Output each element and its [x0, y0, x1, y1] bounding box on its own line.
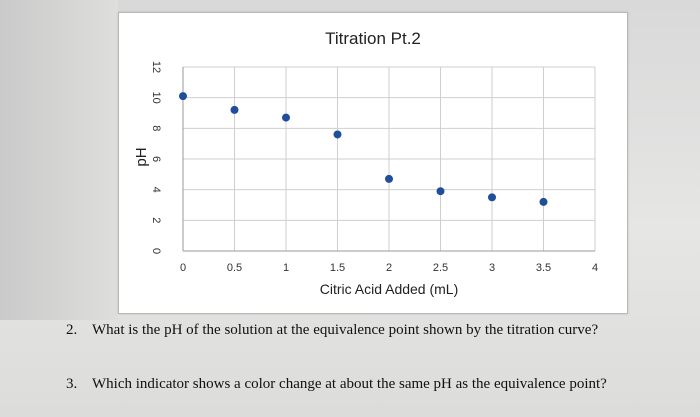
data-point-3 [333, 130, 342, 139]
x-tick-label-1: 0.5 [227, 262, 242, 274]
y-axis-title: pH [133, 147, 150, 167]
x-tick-label-5: 2.5 [433, 262, 448, 274]
y-tick-label-5: 10 [150, 92, 162, 104]
question-3: 3. Which indicator shows a color change a… [66, 376, 607, 393]
x-tick-label-0: 0 [180, 262, 186, 274]
paper-background [0, 0, 118, 320]
data-point-1 [230, 105, 239, 114]
y-tick-label-3: 6 [150, 156, 162, 162]
y-tick-label-6: 12 [150, 61, 162, 73]
x-tick-label-8: 4 [592, 262, 598, 274]
x-tick-label-4: 2 [386, 262, 392, 274]
data-point-0 [179, 92, 187, 101]
data-point-5 [436, 187, 445, 196]
x-tick-label-3: 1.5 [330, 262, 345, 274]
question-2-text: What is the pH of the solution at the eq… [92, 322, 599, 338]
data-point-7 [539, 197, 548, 206]
data-point-6 [488, 193, 496, 202]
chart-plot-area: 0 2 4 6 8 10 12 0 0.5 1 1.5 2 2.5 3 3.5 4 [150, 61, 598, 274]
question-2-number: 2. [66, 322, 78, 338]
y-tick-label-4: 8 [150, 125, 162, 131]
question-3-number: 3. [66, 376, 78, 392]
data-point-4 [385, 174, 393, 183]
x-axis-title: Citric Acid Added (mL) [319, 281, 459, 297]
x-tick-label-2: 1 [283, 262, 289, 274]
data-point-2 [282, 113, 290, 122]
question-3-text: Which indicator shows a color change at … [92, 376, 607, 392]
y-tick-label-2: 4 [150, 187, 162, 193]
question-2: 2. What is the pH of the solution at the … [66, 322, 598, 339]
x-tick-label-6: 3 [489, 262, 495, 274]
chart-title: Titration Pt.2 [325, 29, 421, 48]
x-tick-label-7: 3.5 [536, 262, 551, 274]
y-tick-label-0: 0 [150, 248, 162, 254]
y-tick-label-1: 2 [150, 217, 162, 223]
titration-chart: 0 2 4 6 8 10 12 0 0.5 1 1.5 2 2.5 3 3.5 4 Titration Pt.… [118, 12, 628, 314]
